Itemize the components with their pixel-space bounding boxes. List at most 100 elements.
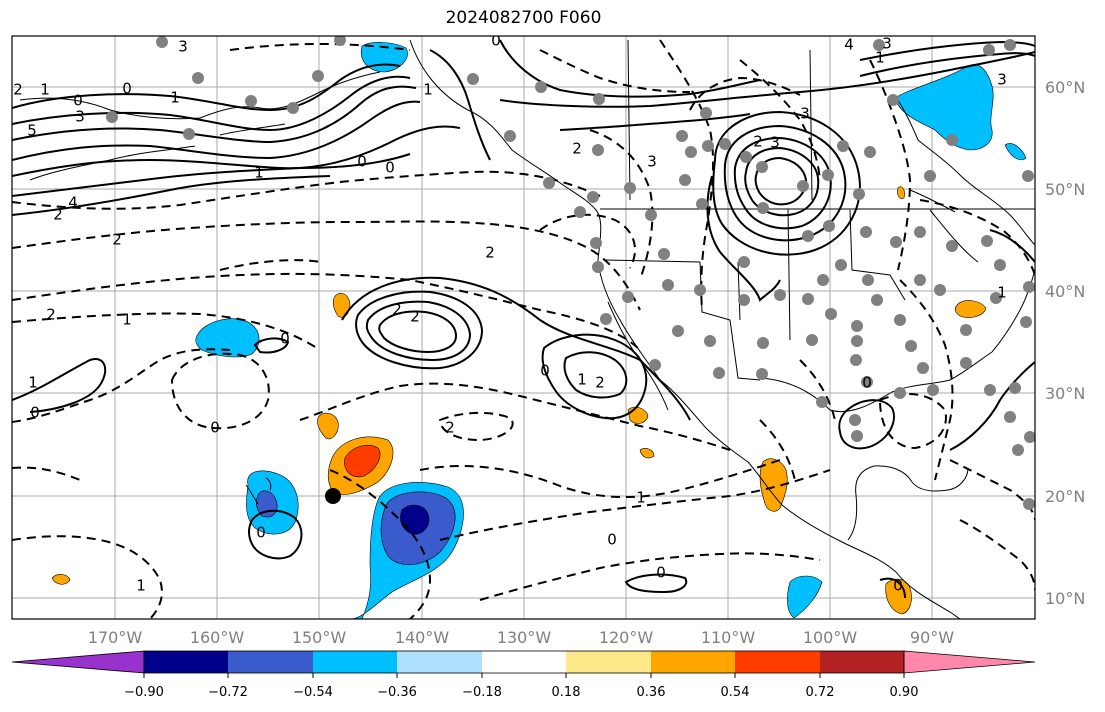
contour-label: 1 xyxy=(636,489,646,507)
contour-label: 3 xyxy=(882,35,892,53)
colorbar-tick-label: 0.36 xyxy=(637,685,666,700)
colorbar-segment xyxy=(651,651,735,673)
shade-orange-small-2 xyxy=(332,292,351,318)
lat-label: 20°N xyxy=(1045,487,1085,506)
contour-label: 2 xyxy=(46,306,56,324)
shade-orange-small-3 xyxy=(639,448,655,459)
contour-label: 1 xyxy=(136,577,146,595)
contour-label: 3 xyxy=(997,71,1007,89)
colorbar-extend-left xyxy=(11,650,145,674)
contour-label: 0 xyxy=(862,374,872,392)
colorbar-segment xyxy=(313,651,397,673)
longitude-labels: 170°W 160°W 150°W 140°W 130°W 120°W 110°… xyxy=(88,628,954,647)
colorbar-tick-label: −0.36 xyxy=(377,685,417,700)
contour-label: 0 xyxy=(656,564,666,582)
dashed-contours xyxy=(12,39,1035,619)
contour-label: 3 xyxy=(800,105,810,123)
contour-label: 1 xyxy=(254,164,264,182)
colorbar-tick-label: 0.54 xyxy=(721,685,750,700)
contour-label: 2 xyxy=(53,206,63,224)
shade-orange-small-4 xyxy=(897,186,905,199)
lon-label: 160°W xyxy=(190,628,245,647)
colorbar-segment xyxy=(228,651,313,673)
colorbar-segment xyxy=(566,651,651,673)
shade-orange-west-small xyxy=(51,574,71,585)
colorbar-tick-label: −0.72 xyxy=(208,685,248,700)
lat-label: 40°N xyxy=(1045,282,1085,301)
colorbar-segment xyxy=(144,651,228,673)
colorbar-tick-label: −0.54 xyxy=(293,685,333,700)
contour-label: 2 xyxy=(572,140,582,158)
contour-label: 1 xyxy=(875,49,885,67)
lat-label: 60°N xyxy=(1045,78,1085,97)
contour-label: 2 xyxy=(13,81,23,99)
latitude-labels: 60°N 50°N 40°N 30°N 20°N 10°N xyxy=(1045,78,1085,608)
lon-label: 100°W xyxy=(803,628,858,647)
map-title: 2024082700 F060 xyxy=(445,8,602,28)
contour-label: 3 xyxy=(770,134,780,152)
contour-label: 0 xyxy=(122,80,132,98)
contour-labels: 2 1 0 3 5 4 2 3 1 0 0 1 2 2 1 2 2 0 1 2 … xyxy=(13,32,1007,595)
station-dots xyxy=(106,36,1035,510)
colorbar-tick-label: 0.72 xyxy=(806,685,835,700)
contour-label: 0 xyxy=(607,531,617,549)
colorbar-tick-label: 0.18 xyxy=(552,685,581,700)
lon-label: 120°W xyxy=(599,628,654,647)
contour-label: 1 xyxy=(28,374,38,392)
lon-label: 90°W xyxy=(910,628,954,647)
contour-label: 0 xyxy=(893,577,903,595)
colorbar-tick-label: −0.90 xyxy=(124,685,164,700)
shade-orange-small-1 xyxy=(317,412,339,440)
lon-label: 150°W xyxy=(292,628,347,647)
contour-label: 0 xyxy=(385,159,395,177)
contour-label: 5 xyxy=(27,122,37,140)
contour-label: 0 xyxy=(540,362,550,380)
contour-label: 2 xyxy=(445,419,455,437)
shade-orange-central-am xyxy=(885,578,912,615)
contour-label: 0 xyxy=(491,32,501,50)
contour-label: 0 xyxy=(280,330,290,348)
lat-label: 30°N xyxy=(1045,384,1085,403)
contour-label: 1 xyxy=(40,81,50,99)
contour-label: 3 xyxy=(178,38,188,56)
graticule xyxy=(12,36,1035,619)
contour-label: 2 xyxy=(753,133,763,151)
contour-label: 0 xyxy=(256,524,266,542)
contour-label: 2 xyxy=(392,301,402,319)
lon-label: 140°W xyxy=(395,628,450,647)
colorbar: −0.90 −0.72 −0.54 −0.36 −0.18 0.18 0.36 … xyxy=(11,650,1036,700)
colorbar-tick-label: 0.90 xyxy=(890,685,919,700)
colorbar-tick-label: −0.18 xyxy=(462,685,502,700)
lon-label: 170°W xyxy=(88,628,143,647)
lat-label: 10°N xyxy=(1045,589,1085,608)
colorbar-segment xyxy=(820,651,904,673)
shade-blue-west xyxy=(195,318,260,358)
shade-orange-mexico-coast xyxy=(759,458,788,512)
contour-label: 1 xyxy=(423,81,433,99)
colorbar-extend-right xyxy=(903,650,1036,674)
contour-label: 4 xyxy=(844,36,854,54)
storm-center-marker xyxy=(325,488,341,504)
colorbar-segment xyxy=(735,651,820,673)
colorbar-segment xyxy=(397,651,482,673)
contour-label: 2 xyxy=(112,231,122,249)
contour-label: 3 xyxy=(75,108,85,126)
contour-label: 4 xyxy=(68,194,78,212)
contour-label: 3 xyxy=(647,153,657,171)
lon-label: 110°W xyxy=(701,628,756,647)
shade-red-hawaii-north xyxy=(344,445,381,478)
contour-label: 1 xyxy=(170,89,180,107)
shade-blue-hudson-small xyxy=(1004,143,1027,161)
contour-label: 0 xyxy=(73,92,83,110)
contour-label: 0 xyxy=(357,153,367,171)
contour-label: 1 xyxy=(577,371,587,389)
shade-orange-gulf xyxy=(954,300,987,318)
lat-label: 50°N xyxy=(1045,180,1085,199)
contour-label: 0 xyxy=(210,419,220,437)
colorbar-segment xyxy=(482,651,566,673)
anomaly-shading xyxy=(51,42,1027,619)
shade-blue-mexico-south xyxy=(787,575,823,619)
contour-label: 2 xyxy=(595,374,605,392)
contour-label: 1 xyxy=(122,311,132,329)
